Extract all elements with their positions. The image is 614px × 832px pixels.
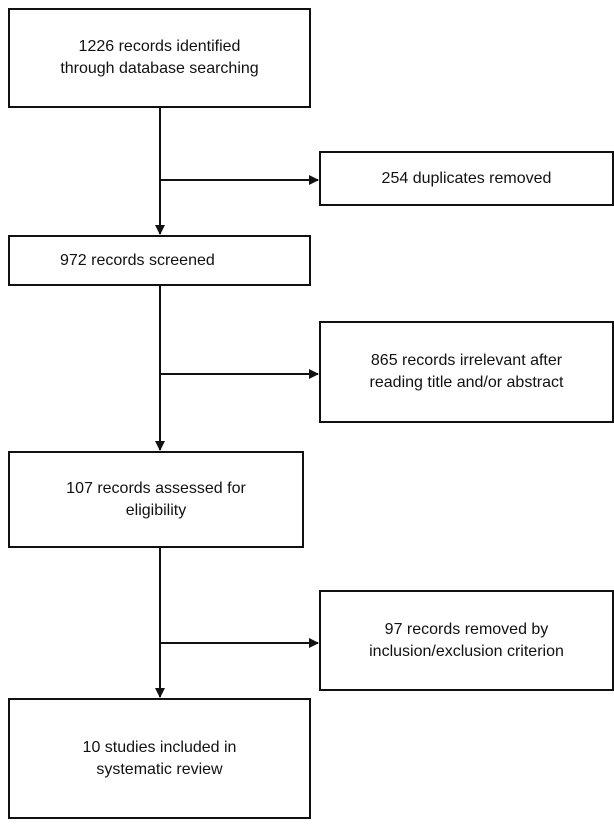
identified-records-box: 1226 records identified through database…: [8, 8, 311, 108]
identified-records-label: 1226 records identified through database…: [60, 38, 259, 77]
records-screened-label: 972 records screened: [60, 251, 215, 269]
studies-included-label: 10 studies included in systematic review: [82, 738, 237, 778]
irrelevant-records-label: 865 records irrelevant after reading tit…: [369, 352, 564, 391]
duplicates-removed-label: 254 duplicates removed: [381, 169, 552, 187]
removed-by-criterion-box: 97 records removed by inclusion/exclusio…: [319, 590, 614, 691]
removed-by-criterion-label: 97 records removed by inclusion/exclusio…: [369, 620, 564, 660]
assessed-eligibility-box: 107 records assessed for eligibility: [8, 451, 304, 548]
duplicates-removed-box: 254 duplicates removed: [319, 151, 614, 206]
studies-included-box: 10 studies included in systematic review: [8, 698, 311, 819]
assessed-eligibility-label: 107 records assessed for eligibility: [66, 479, 246, 519]
irrelevant-records-box: 865 records irrelevant after reading tit…: [319, 321, 614, 423]
records-screened-box: 972 records screened: [8, 235, 311, 286]
